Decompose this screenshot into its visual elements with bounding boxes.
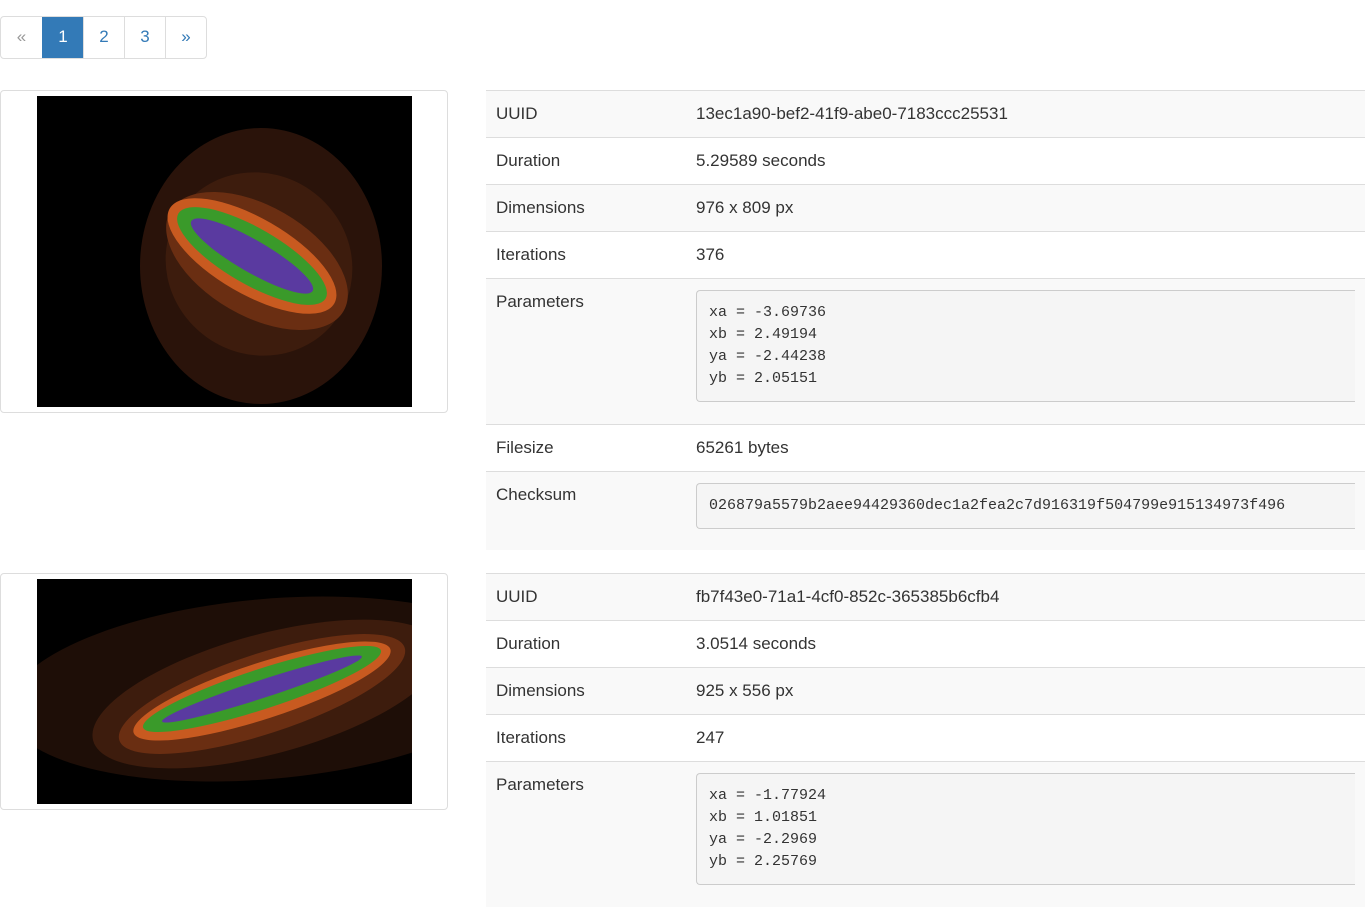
label-parameters: Parameters xyxy=(486,762,686,907)
label-dimensions: Dimensions xyxy=(486,185,686,232)
label-duration: Duration xyxy=(486,138,686,185)
page-3[interactable]: 3 xyxy=(124,17,165,58)
dimensions-value: 976 x 809 px xyxy=(686,185,1365,232)
page-2[interactable]: 2 xyxy=(83,17,124,58)
label-iterations: Iterations xyxy=(486,232,686,279)
label-uuid: UUID xyxy=(486,574,686,621)
pagination: « 1 2 3 » xyxy=(0,16,207,59)
page-next[interactable]: » xyxy=(165,17,206,58)
label-parameters: Parameters xyxy=(486,279,686,425)
uuid-value: fb7f43e0-71a1-4cf0-852c-365385b6cfb4 xyxy=(686,574,1365,621)
label-filesize: Filesize xyxy=(486,425,686,472)
parameters-value: xa = -3.69736 xb = 2.49194 ya = -2.44238… xyxy=(696,290,1355,402)
fractal-image xyxy=(37,96,412,407)
label-iterations: Iterations xyxy=(486,715,686,762)
label-duration: Duration xyxy=(486,621,686,668)
dimensions-value: 925 x 556 px xyxy=(686,668,1365,715)
label-uuid: UUID xyxy=(486,91,686,138)
label-checksum: Checksum xyxy=(486,472,686,551)
duration-value: 5.29589 seconds xyxy=(686,138,1365,185)
checksum-value: 026879a5579b2aee94429360dec1a2fea2c7d916… xyxy=(696,483,1355,529)
iterations-value: 247 xyxy=(686,715,1365,762)
page-1[interactable]: 1 xyxy=(42,17,83,58)
parameters-value: xa = -1.77924 xb = 1.01851 ya = -2.2969 … xyxy=(696,773,1355,885)
fractal-thumbnail[interactable] xyxy=(0,90,448,413)
fractal-image xyxy=(37,579,412,804)
label-dimensions: Dimensions xyxy=(486,668,686,715)
iterations-value: 376 xyxy=(686,232,1365,279)
fractal-thumbnail[interactable] xyxy=(0,573,448,810)
uuid-value: 13ec1a90-bef2-41f9-abe0-7183ccc25531 xyxy=(686,91,1365,138)
page-prev[interactable]: « xyxy=(1,17,42,58)
filesize-value: 65261 bytes xyxy=(686,425,1365,472)
duration-value: 3.0514 seconds xyxy=(686,621,1365,668)
